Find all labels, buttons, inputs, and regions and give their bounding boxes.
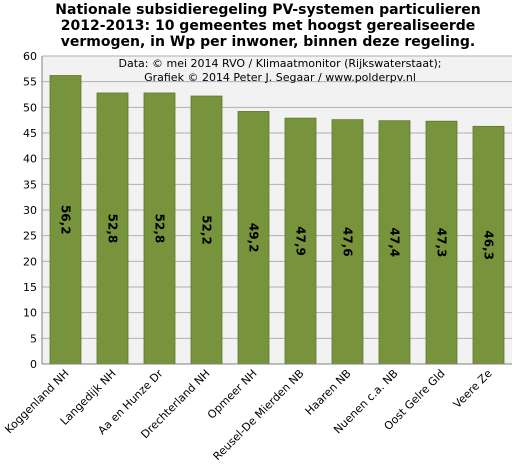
bar-value-label: 47,9 [294,226,308,256]
chart-title-line-1: Nationale subsidieregeling PV-systemen p… [55,2,480,18]
y-tick-label: 10 [23,307,37,320]
y-tick-label: 30 [23,204,37,217]
bar-value-label: 49,2 [247,223,261,253]
bar-value-labels: 56,2 52,8 52,8 52,2 49,2 47,9 47,6 47,4 47,3 46,3 [59,205,496,260]
x-category-label: Haaren NB [303,367,354,418]
bars [49,75,505,365]
bar [190,95,223,365]
y-axis-tick-labels: 0 5 10 15 20 25 30 35 40 45 50 55 60 [23,50,37,371]
bar [425,120,458,365]
bar-value-label: 47,3 [435,228,449,258]
bar [49,75,82,365]
bar [331,119,364,365]
bar-value-label: 56,2 [59,205,73,235]
y-tick-label: 15 [23,281,37,294]
y-tick-label: 45 [23,127,37,140]
bar-value-label: 52,8 [106,214,120,244]
bar-value-label: 47,4 [388,228,402,258]
bar [378,120,411,365]
y-tick-label: 0 [30,358,37,371]
x-category-label: Koggenland NH [2,367,71,436]
bar-value-label: 47,6 [341,227,355,257]
y-tick-label: 35 [23,178,37,191]
axes [41,56,512,365]
y-tick-label: 20 [23,255,37,268]
chart-title-line-2: 2012-2013: 10 gemeentes met hoogst gerea… [61,18,476,34]
bar-value-label: 46,3 [482,230,496,260]
chart-title: Nationale subsidieregeling PV-systemen p… [55,2,480,50]
source-line-2: Grafiek © 2014 Peter J. Segaar / www.pol… [144,71,416,84]
x-category-label: Reusel-De Mierden NB [211,367,307,463]
x-category-label: Veere Ze [451,367,495,411]
y-tick-label: 55 [23,76,37,89]
bar [96,92,129,365]
y-tick-label: 25 [23,230,37,243]
source-note: Data: © mei 2014 RVO / Klimaatmonitor (R… [119,57,442,84]
y-tick-label: 60 [23,50,37,63]
y-tick-label: 40 [23,153,37,166]
y-tick-label: 5 [30,332,37,345]
bar-value-label: 52,8 [153,214,167,244]
source-line-1: Data: © mei 2014 RVO / Klimaatmonitor (R… [119,57,442,70]
bar [143,92,176,365]
chart-title-line-3: vermogen, in Wp per inwoner, binnen deze… [61,34,475,50]
bar [472,125,505,365]
bar-value-label: 52,2 [200,215,214,245]
y-tick-label: 50 [23,101,37,114]
